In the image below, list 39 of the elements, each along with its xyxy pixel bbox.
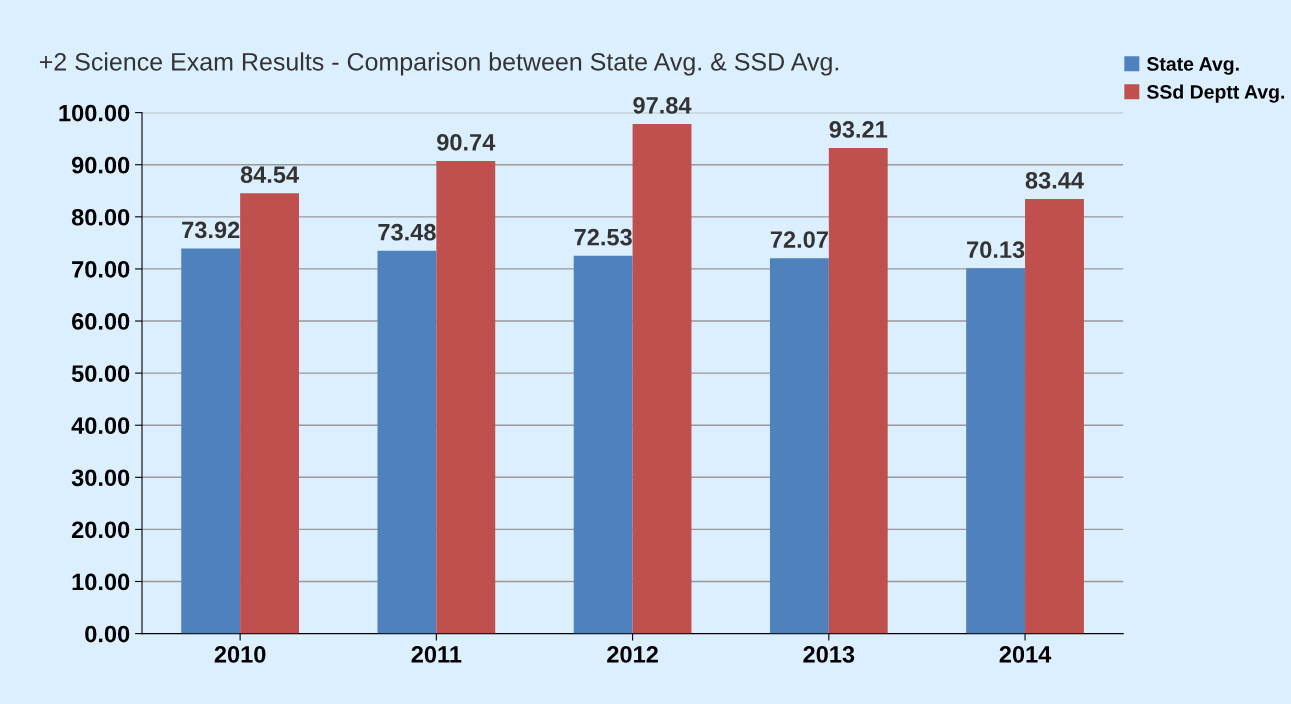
bar (436, 160, 496, 634)
data-label: 83.44 (1025, 171, 1084, 189)
y-tick-label: 50.00 (71, 365, 130, 382)
x-tick-label: 2014 (999, 646, 1052, 663)
legend-label: State Avg. (1146, 57, 1239, 75)
bar (769, 258, 829, 634)
bar (828, 148, 888, 634)
data-label: 97.84 (633, 96, 692, 114)
data-label: 70.13 (967, 241, 1025, 259)
y-tick-label: 10.00 (72, 573, 130, 591)
bar (966, 268, 1026, 634)
y-tick-label: 0.00 (85, 625, 130, 643)
data-label: 93.21 (829, 121, 888, 138)
y-tick-label: 70.00 (72, 261, 130, 278)
data-label: 84.54 (240, 166, 299, 183)
chart-title: +2 Science Exam Results - Comparison between State Avg. & SSD Avg. (39, 52, 839, 76)
y-tick-label: 100.00 (59, 104, 130, 122)
bar (181, 248, 241, 634)
y-tick-label: 40.00 (71, 417, 130, 434)
x-tick-label: 2012 (607, 646, 658, 663)
x-tick-label: 2011 (411, 646, 462, 663)
data-label: 90.74 (437, 133, 496, 151)
y-tick-label: 60.00 (71, 313, 130, 330)
x-tick-label: 2013 (803, 646, 855, 663)
data-label: 72.07 (770, 231, 828, 248)
bar (240, 193, 299, 634)
data-label: 73.48 (378, 223, 436, 241)
y-tick-label: 80.00 (71, 208, 130, 226)
bar (573, 255, 633, 634)
y-tick-label: 90.00 (71, 156, 130, 174)
bar (1025, 198, 1084, 634)
bar (632, 123, 692, 634)
data-label: 73.92 (182, 221, 240, 239)
legend-label: SSd Deptt Avg. (1146, 84, 1285, 103)
x-tick-label: 2010 (214, 646, 266, 663)
y-tick-label: 30.00 (71, 469, 130, 487)
data-label: 72.53 (574, 228, 632, 246)
y-tick-label: 20.00 (71, 521, 130, 539)
bar (377, 250, 437, 634)
